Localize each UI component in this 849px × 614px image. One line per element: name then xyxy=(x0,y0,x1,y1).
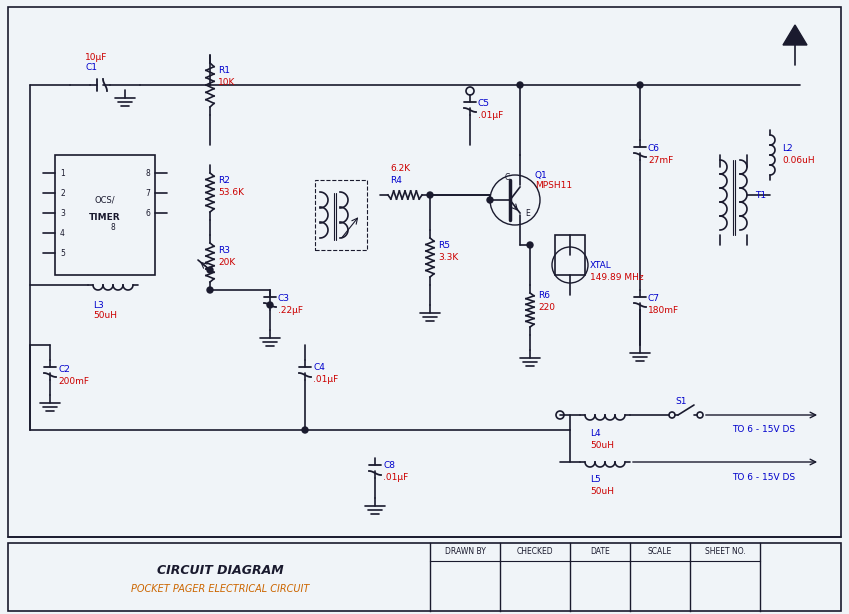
Text: L3: L3 xyxy=(93,300,104,309)
Text: MPSH11: MPSH11 xyxy=(535,181,572,190)
Bar xyxy=(8,7,841,537)
Text: 10K: 10K xyxy=(218,77,235,87)
Bar xyxy=(315,180,367,250)
Text: 3.3K: 3.3K xyxy=(438,252,458,262)
Text: 50uH: 50uH xyxy=(590,440,614,449)
Text: C4: C4 xyxy=(313,363,325,373)
Text: 4: 4 xyxy=(60,228,65,238)
Bar xyxy=(555,235,585,275)
Text: 2: 2 xyxy=(60,188,65,198)
Text: 8: 8 xyxy=(110,222,115,231)
Text: 200mF: 200mF xyxy=(58,378,89,386)
Text: 6: 6 xyxy=(145,209,150,217)
Text: C5: C5 xyxy=(478,98,490,107)
Circle shape xyxy=(517,82,523,88)
Text: 50uH: 50uH xyxy=(590,488,614,497)
Text: .01μF: .01μF xyxy=(478,111,503,120)
Text: C6: C6 xyxy=(648,144,660,152)
Text: Q1: Q1 xyxy=(535,171,548,179)
Text: E: E xyxy=(525,209,530,217)
Text: .01μF: .01μF xyxy=(383,473,408,483)
Text: 8: 8 xyxy=(145,168,150,177)
Text: C2: C2 xyxy=(58,365,70,375)
Text: .01μF: .01μF xyxy=(313,376,338,384)
Text: DRAWN BY: DRAWN BY xyxy=(445,548,486,556)
Text: SHEET NO.: SHEET NO. xyxy=(705,548,745,556)
Text: XTAL: XTAL xyxy=(590,260,612,270)
Bar xyxy=(55,155,155,275)
Text: T1: T1 xyxy=(755,190,766,200)
Text: TO 6 - 15V DS: TO 6 - 15V DS xyxy=(732,426,796,435)
Text: 50uH: 50uH xyxy=(93,311,117,319)
Text: C3: C3 xyxy=(278,293,290,303)
Circle shape xyxy=(302,427,308,433)
Text: CIRCUIT DIAGRAM: CIRCUIT DIAGRAM xyxy=(156,564,284,578)
Text: L2: L2 xyxy=(782,144,793,152)
Text: R6: R6 xyxy=(538,290,550,300)
Circle shape xyxy=(267,302,273,308)
Circle shape xyxy=(637,82,643,88)
Text: R2: R2 xyxy=(218,176,230,184)
Text: 6.2K: 6.2K xyxy=(390,163,410,173)
Text: R5: R5 xyxy=(438,241,450,249)
Polygon shape xyxy=(783,25,807,45)
Text: S1: S1 xyxy=(675,397,687,405)
Text: 149.89 MHz: 149.89 MHz xyxy=(590,273,644,281)
Circle shape xyxy=(207,287,213,293)
Text: OCS/: OCS/ xyxy=(95,195,115,204)
Circle shape xyxy=(207,267,213,273)
Text: 27mF: 27mF xyxy=(648,155,673,165)
Text: TIMER: TIMER xyxy=(89,212,121,222)
Text: 0.06uH: 0.06uH xyxy=(782,155,815,165)
Text: C: C xyxy=(505,173,510,182)
Text: CHECKED: CHECKED xyxy=(517,548,554,556)
Text: 220: 220 xyxy=(538,303,555,311)
Text: C1: C1 xyxy=(85,63,97,71)
Circle shape xyxy=(427,192,433,198)
Text: .22μF: .22μF xyxy=(278,306,303,314)
Text: POCKET PAGER ELECTRICAL CIRCUIT: POCKET PAGER ELECTRICAL CIRCUIT xyxy=(131,584,309,594)
Text: 3: 3 xyxy=(60,209,65,217)
Text: 10μF: 10μF xyxy=(85,53,107,61)
Text: SCALE: SCALE xyxy=(648,548,672,556)
Circle shape xyxy=(527,242,533,248)
Text: 20K: 20K xyxy=(218,257,235,266)
Bar xyxy=(8,543,841,611)
Text: TO 6 - 15V DS: TO 6 - 15V DS xyxy=(732,473,796,481)
Text: L5: L5 xyxy=(590,475,601,484)
Text: R1: R1 xyxy=(218,66,230,74)
Circle shape xyxy=(487,197,493,203)
Text: 5: 5 xyxy=(60,249,65,257)
Text: DATE: DATE xyxy=(590,548,610,556)
Text: 180mF: 180mF xyxy=(648,306,679,314)
Text: C7: C7 xyxy=(648,293,660,303)
Text: 53.6K: 53.6K xyxy=(218,187,244,196)
Text: 7: 7 xyxy=(145,188,150,198)
Text: L4: L4 xyxy=(590,429,600,438)
Text: R4: R4 xyxy=(390,176,402,184)
Text: C8: C8 xyxy=(383,462,395,470)
Text: 1: 1 xyxy=(60,168,65,177)
Text: R3: R3 xyxy=(218,246,230,254)
